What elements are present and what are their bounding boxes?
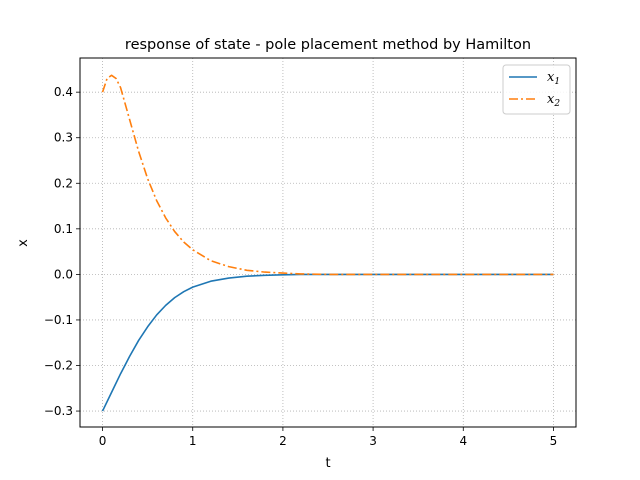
y-tick-label: 0.2 <box>54 176 73 190</box>
y-tick-label: −0.3 <box>44 404 73 418</box>
x-axis-label: t <box>325 456 330 471</box>
x-tick-label: 3 <box>369 434 377 448</box>
x-tick-label: 5 <box>550 434 558 448</box>
y-tick-label: −0.2 <box>44 359 73 373</box>
series-line-x2 <box>101 74 554 276</box>
y-axis-label: x <box>16 239 31 247</box>
x-tick-label: 4 <box>459 434 467 448</box>
axis-ticks: 0 1 2 3 4 5 −0.3 −0.2 −0.1 0.0 0.1 0.2 0.3 0.4 <box>44 85 557 448</box>
y-tick-label: 0.3 <box>54 131 73 145</box>
x-tick-label: 1 <box>189 434 197 448</box>
x-tick-label: 2 <box>279 434 287 448</box>
y-tick-label: 0.0 <box>54 267 73 281</box>
legend-label-x1: x1 <box>547 70 560 87</box>
y-tick-label: 0.4 <box>54 85 73 99</box>
plot-frame <box>79 57 577 428</box>
y-tick-label: 0.1 <box>54 222 73 236</box>
y-tick-label: −0.1 <box>44 313 73 327</box>
legend-label-x2: x2 <box>547 92 560 109</box>
x-tick-label: 0 <box>99 434 107 448</box>
series-lines <box>101 74 554 412</box>
chart-title: response of state - pole placement metho… <box>125 37 531 53</box>
